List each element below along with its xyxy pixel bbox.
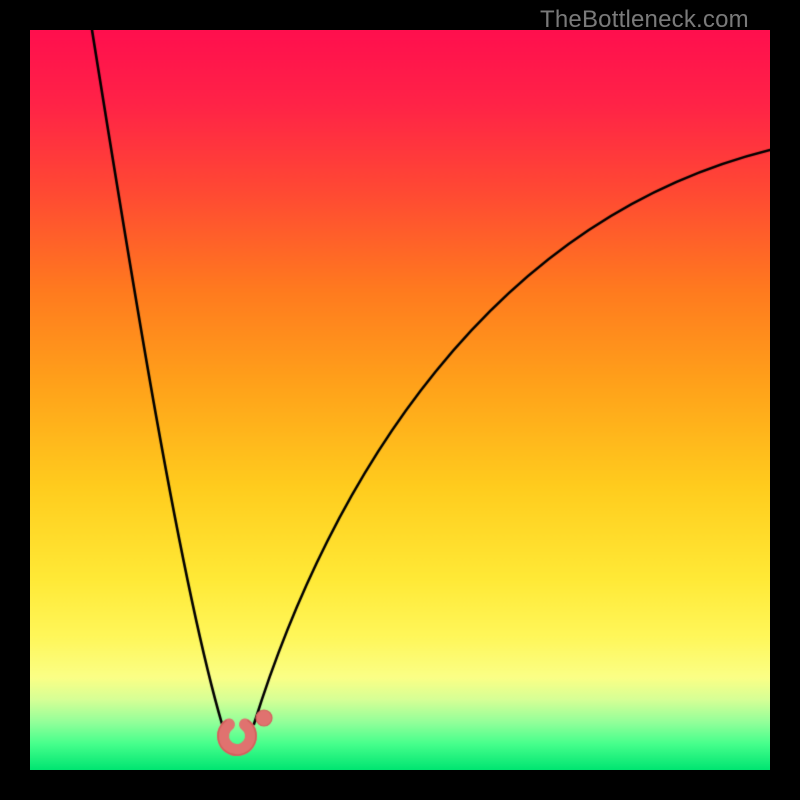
stage: TheBottleneck.com <box>0 0 800 800</box>
watermark-text: TheBottleneck.com <box>540 6 749 34</box>
bottleneck-chart <box>30 30 770 770</box>
